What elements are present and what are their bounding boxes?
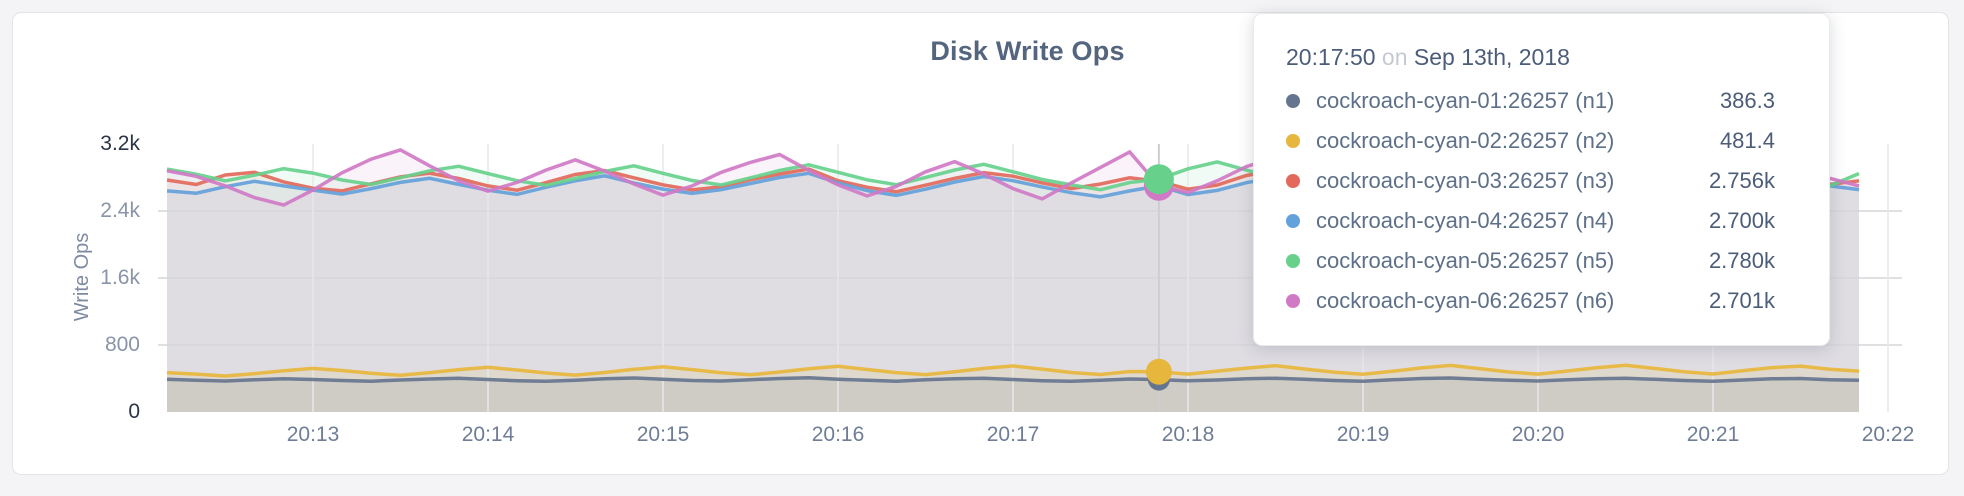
tooltip-date: Sep 13th, 2018 (1413, 44, 1570, 70)
tooltip-series-row: cockroach-cyan-04:26257 (n4) 2.700k (1286, 201, 1775, 241)
series-value: 2.701k (1708, 288, 1775, 313)
series-color-dot (1286, 94, 1300, 108)
y-tick-label: 0 (128, 400, 140, 423)
series-line-n1 (166, 376, 1860, 384)
series-value: 2.700k (1708, 208, 1775, 233)
x-tick-label: 20:13 (286, 423, 340, 446)
x-tick-label: 20:15 (636, 423, 690, 446)
series-color-dot (1286, 134, 1300, 148)
y-tick-label: 2.4k (100, 199, 140, 222)
series-name: cockroach-cyan-03:26257 (n3) (1316, 168, 1615, 193)
chart-title: Disk Write Ops (930, 36, 1125, 66)
x-tick-label: 20:14 (461, 423, 515, 446)
y-tick-label: 1.6k (100, 266, 140, 289)
x-tick-label: 20:18 (1161, 423, 1215, 446)
tooltip-series-row: cockroach-cyan-01:26257 (n1) 386.3 (1286, 81, 1775, 121)
series-color-dot (1286, 254, 1300, 268)
series-line-n2 (166, 363, 1860, 378)
chart-tooltip: 20:17:50 on Sep 13th, 2018 cockroach-cya… (1253, 13, 1830, 346)
series-name: cockroach-cyan-05:26257 (n5) (1316, 248, 1615, 273)
y-tick-label: 800 (104, 333, 140, 356)
tooltip-header: 20:17:50 on Sep 13th, 2018 (1286, 44, 1775, 71)
series-value: 386.3 (1719, 88, 1775, 113)
series-color-dot (1286, 294, 1300, 308)
x-tick-label: 20:20 (1511, 423, 1565, 446)
series-name: cockroach-cyan-02:26257 (n2) (1316, 128, 1615, 153)
series-name: cockroach-cyan-04:26257 (n4) (1316, 208, 1615, 233)
x-tick-label: 20:16 (811, 423, 865, 446)
x-tick-label: 20:22 (1861, 423, 1915, 446)
tooltip-series-row: cockroach-cyan-06:26257 (n6) 2.701k (1286, 281, 1775, 321)
tooltip-series-row: cockroach-cyan-03:26257 (n3) 2.756k (1286, 161, 1775, 201)
series-value: 481.4 (1719, 128, 1775, 153)
series-name: cockroach-cyan-01:26257 (n1) (1316, 88, 1615, 113)
x-tick-label: 20:17 (986, 423, 1040, 446)
hover-dot-n5 (1143, 164, 1174, 195)
series-name: cockroach-cyan-06:26257 (n6) (1316, 288, 1615, 313)
y-tick-label: 3.2k (100, 132, 140, 155)
tooltip-series-row: cockroach-cyan-02:26257 (n2) 481.4 (1286, 121, 1775, 161)
series-value: 2.756k (1708, 168, 1775, 193)
series-color-dot (1286, 174, 1300, 188)
series-value: 2.780k (1708, 248, 1775, 273)
x-tick-label: 20:19 (1336, 423, 1390, 446)
tooltip-time: 20:17:50 (1286, 44, 1376, 70)
x-tick-label: 20:21 (1686, 423, 1740, 446)
tooltip-series-row: cockroach-cyan-05:26257 (n5) 2.780k (1286, 241, 1775, 281)
series-color-dot (1286, 214, 1300, 228)
tooltip-conjunction: on (1381, 44, 1408, 70)
hover-dot-n2 (1145, 358, 1172, 385)
